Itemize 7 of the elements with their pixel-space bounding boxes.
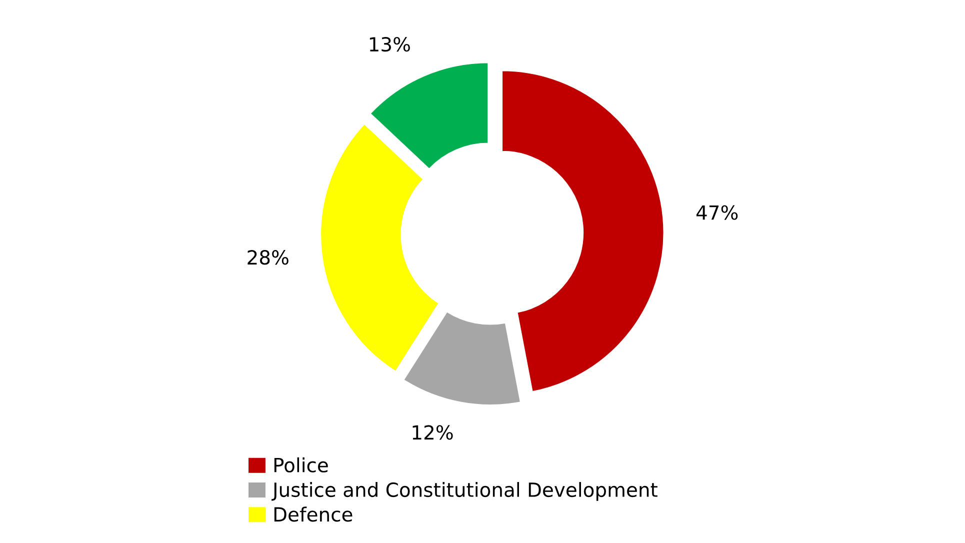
data-label: 28%	[248, 250, 288, 265]
legend-label: Justice and Constitutional Development	[272, 482, 658, 501]
legend-label: Defence	[274, 506, 352, 522]
data-label: 47%	[696, 205, 738, 220]
data-label: 12%	[412, 425, 453, 440]
data-label: 13%	[370, 36, 410, 52]
legend-label: Police	[274, 457, 328, 472]
